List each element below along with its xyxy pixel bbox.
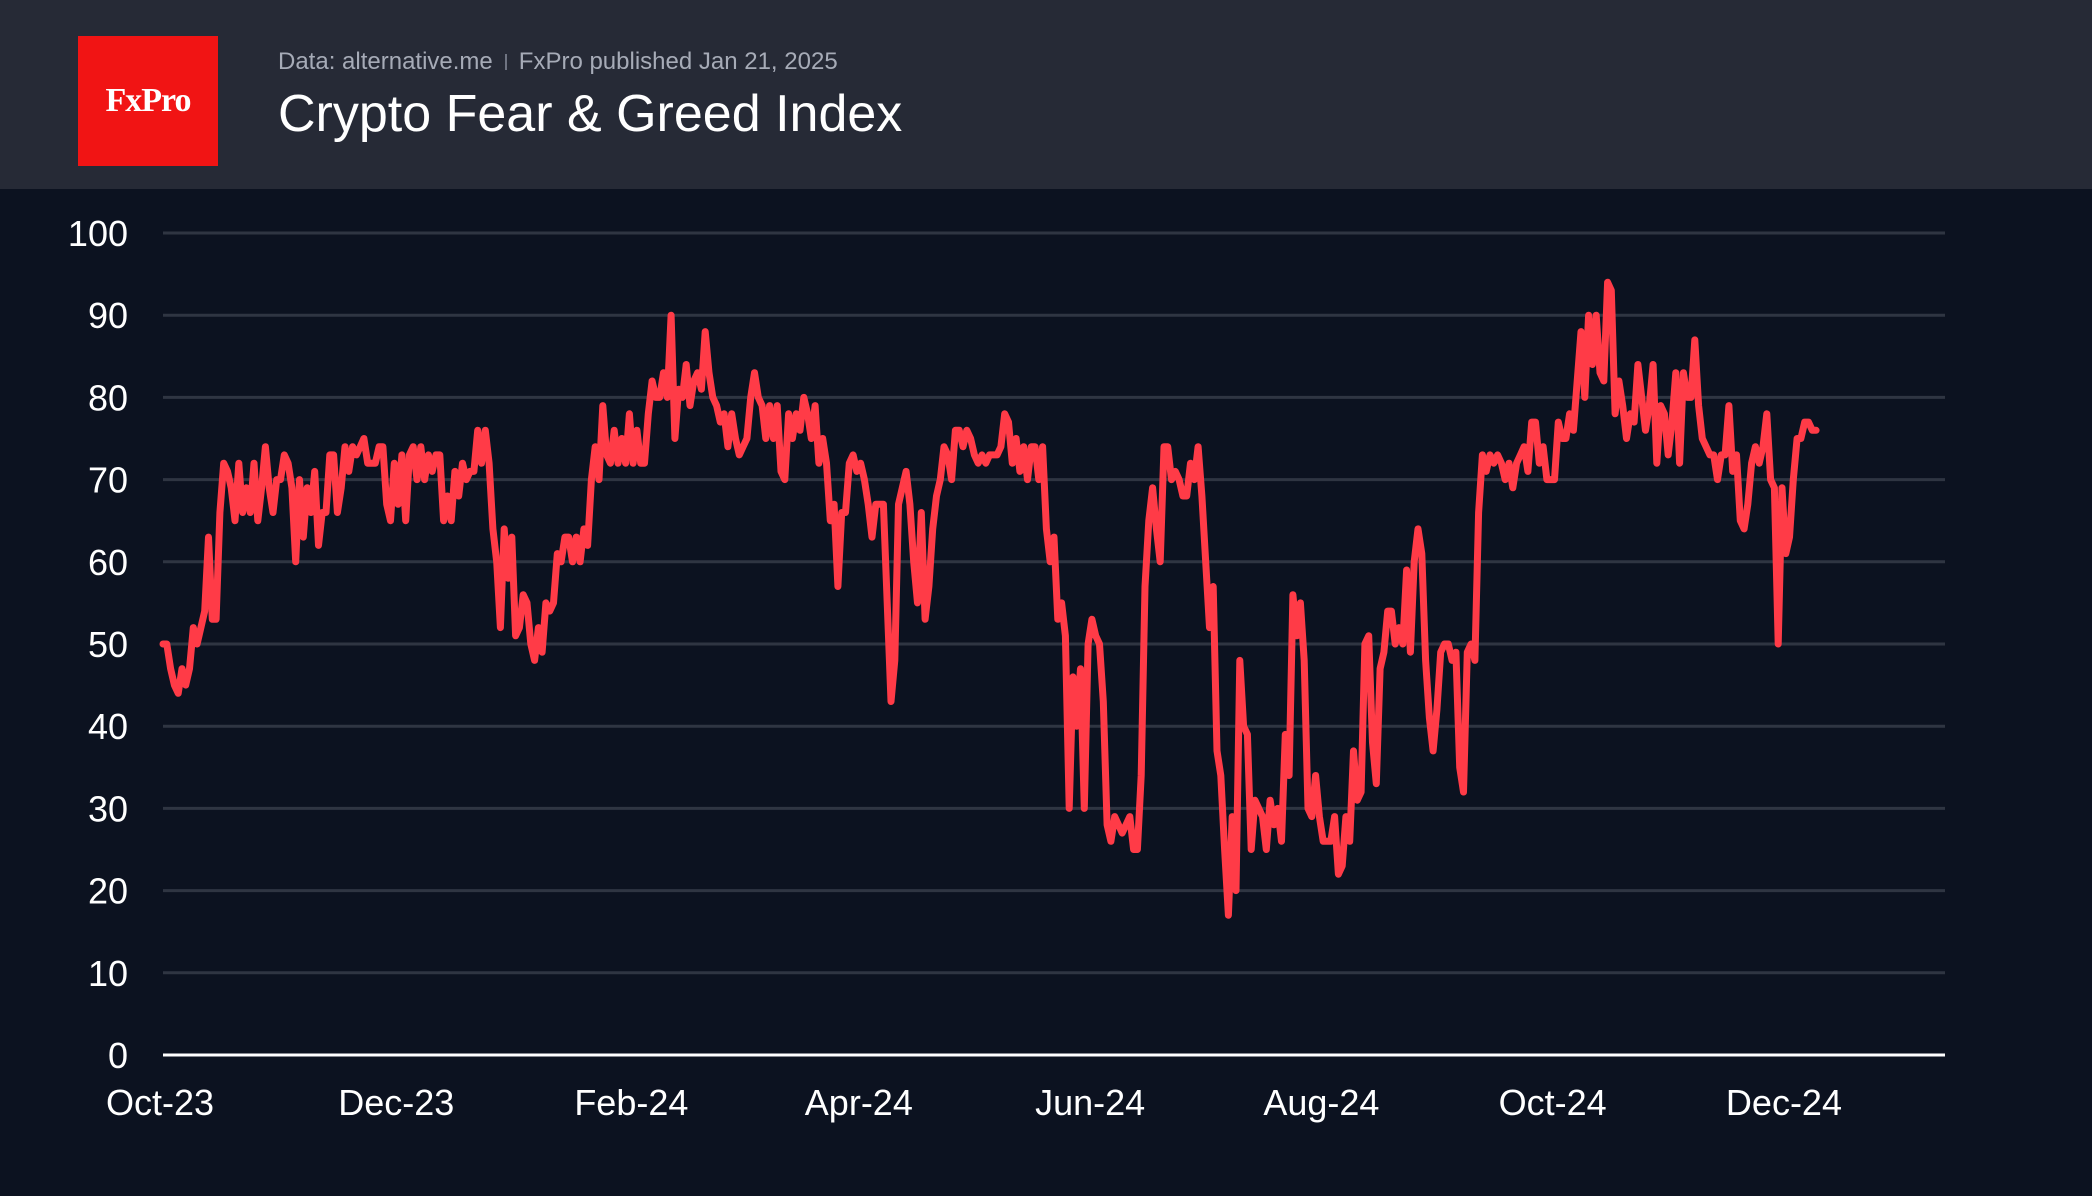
x-tick-label: Oct-23 bbox=[106, 1082, 214, 1123]
y-tick-label: 10 bbox=[88, 953, 128, 994]
logo-text: FxPro bbox=[105, 82, 191, 119]
y-tick-label: 0 bbox=[108, 1035, 128, 1076]
subtitle-separator bbox=[504, 54, 507, 70]
y-tick-label: 50 bbox=[88, 624, 128, 665]
y-tick-label: 30 bbox=[88, 788, 128, 829]
x-tick-label: Dec-24 bbox=[1726, 1082, 1842, 1123]
x-tick-label: Oct-24 bbox=[1499, 1082, 1607, 1123]
fear-greed-series-line bbox=[159, 278, 1820, 919]
data-source: Data: alternative.me bbox=[278, 48, 493, 75]
y-axis-ticks: 0 10 20 30 40 50 60 70 80 90 100 bbox=[68, 213, 128, 1076]
y-tick-label: 40 bbox=[88, 706, 128, 747]
fxpro-logo: FxPro bbox=[78, 36, 218, 166]
x-tick-label: Feb-24 bbox=[574, 1082, 688, 1123]
chart-title: Crypto Fear & Greed Index bbox=[278, 85, 903, 143]
x-tick-label: Aug-24 bbox=[1263, 1082, 1379, 1123]
y-tick-label: 70 bbox=[88, 460, 128, 501]
x-tick-label: Dec-23 bbox=[338, 1082, 454, 1123]
x-axis-ticks: Oct-23 Dec-23 Feb-24 Apr-24 Jun-24 Aug-24 Oct-… bbox=[106, 1082, 1842, 1123]
y-tick-label: 90 bbox=[88, 295, 128, 336]
chart-subtitle: Data: alternative.me FxPro published Jan… bbox=[278, 48, 838, 76]
x-tick-label: Apr-24 bbox=[805, 1082, 913, 1123]
published-date: FxPro published Jan 21, 2025 bbox=[518, 48, 838, 75]
y-tick-label: 80 bbox=[88, 377, 128, 418]
header-bar: FxPro Data: alternative.me FxPro publish… bbox=[0, 0, 2092, 189]
y-tick-label: 100 bbox=[68, 213, 128, 254]
y-tick-label: 20 bbox=[88, 871, 128, 912]
y-tick-label: 60 bbox=[88, 542, 128, 583]
x-tick-label: Jun-24 bbox=[1035, 1082, 1145, 1123]
